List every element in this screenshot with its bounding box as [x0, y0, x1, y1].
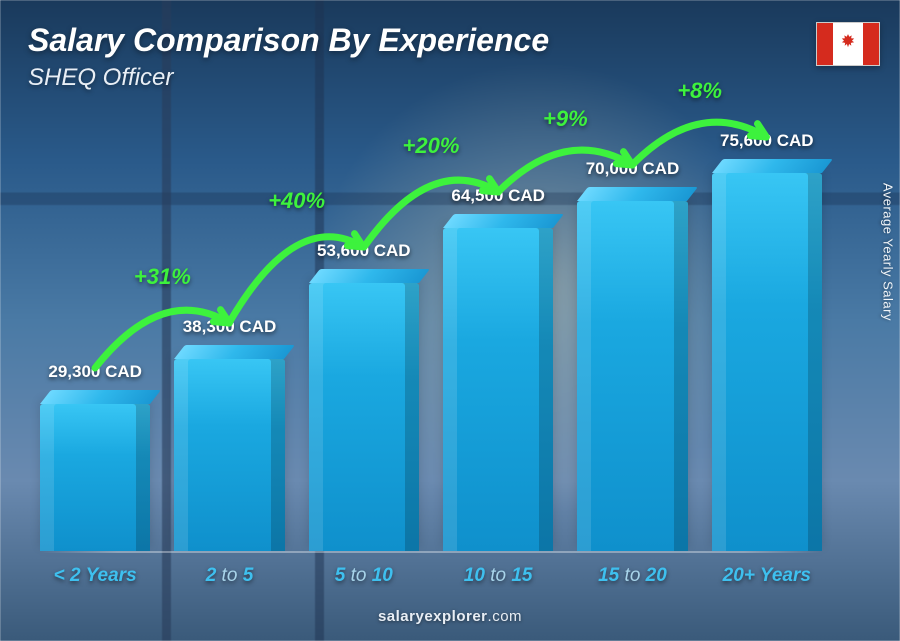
- bar-x-label: 15 to 20: [598, 565, 667, 587]
- bar-value-label: 29,300 CAD: [48, 362, 142, 382]
- bar-chart: 29,300 CAD< 2 Years38,300 CAD2 to 553,60…: [40, 120, 822, 551]
- bar-x-label: 20+ Years: [723, 565, 811, 587]
- bar-value-label: 38,300 CAD: [183, 317, 277, 337]
- footer-tld: .com: [488, 608, 523, 625]
- bar-col-0: 29,300 CAD< 2 Years: [40, 404, 150, 551]
- bar-value-label: 64,500 CAD: [451, 186, 545, 206]
- bar-x-label: 10 to 15: [464, 565, 533, 587]
- bar-col-2: 53,600 CAD5 to 10: [309, 283, 419, 551]
- bar: 70,000 CAD: [577, 201, 687, 551]
- chart-overlay: Salary Comparison By Experience SHEQ Off…: [0, 0, 900, 641]
- bar-x-label: < 2 Years: [54, 565, 137, 587]
- bar: 53,600 CAD: [309, 283, 419, 551]
- footer-attribution: salaryexplorer.com: [0, 608, 900, 625]
- bar-col-5: 75,600 CAD20+ Years: [712, 173, 822, 551]
- chart-baseline: [40, 551, 822, 553]
- y-axis-label: Average Yearly Salary: [881, 182, 896, 320]
- footer-brand: salaryexplorer: [378, 608, 488, 625]
- bar-col-3: 64,500 CAD10 to 15: [443, 228, 553, 551]
- bar: 75,600 CAD: [712, 173, 822, 551]
- bar-col-1: 38,300 CAD2 to 5: [174, 359, 284, 551]
- flag-band-right: [863, 23, 879, 65]
- flag-maple-leaf-icon: [833, 23, 863, 65]
- bar-value-label: 70,000 CAD: [586, 159, 680, 179]
- bars-row: 29,300 CAD< 2 Years38,300 CAD2 to 553,60…: [40, 120, 822, 551]
- bar-value-label: 75,600 CAD: [720, 131, 814, 151]
- delta-percent-label: +8%: [677, 78, 722, 104]
- country-flag-canada: [816, 22, 880, 66]
- bar-x-label: 5 to 10: [335, 565, 393, 587]
- chart-subtitle: SHEQ Officer: [28, 64, 173, 92]
- bar-x-label: 2 to 5: [206, 565, 254, 587]
- flag-band-left: [817, 23, 833, 65]
- bar-value-label: 53,600 CAD: [317, 241, 411, 261]
- bar: 38,300 CAD: [174, 359, 284, 551]
- bar-col-4: 70,000 CAD15 to 20: [577, 201, 687, 551]
- bar: 29,300 CAD: [40, 404, 150, 551]
- chart-title: Salary Comparison By Experience: [28, 22, 549, 59]
- bar: 64,500 CAD: [443, 228, 553, 551]
